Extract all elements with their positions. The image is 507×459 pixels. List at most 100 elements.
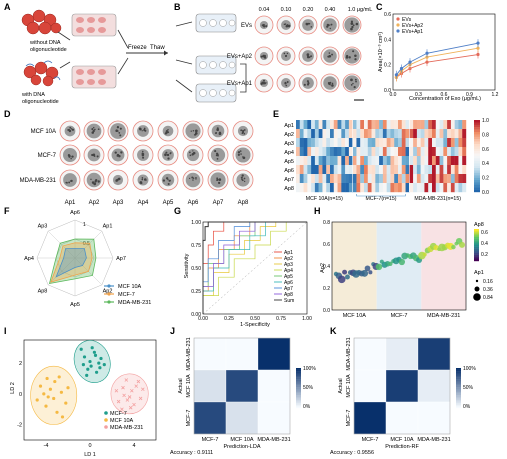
b-image-speck	[284, 23, 287, 25]
c-xtick: 0.9	[466, 92, 473, 98]
e-cell	[375, 165, 380, 175]
e-cell	[435, 174, 440, 184]
b-image-speck	[350, 22, 354, 25]
g-xtick: 1.00	[302, 316, 312, 322]
panel-letter-d: D	[4, 109, 11, 119]
i-point	[93, 353, 98, 357]
e-cell	[314, 174, 319, 184]
e-cell	[311, 183, 316, 193]
e-cell	[341, 129, 346, 139]
j-xtick: MCF-7	[202, 437, 219, 443]
d-col-label: Ap7	[213, 200, 224, 206]
d-image-spot	[235, 147, 251, 163]
g-ytick: 0.25	[191, 289, 201, 295]
e-cell	[348, 138, 353, 148]
j-colorbar-tick: 0%	[303, 404, 311, 410]
h-colorbar-segment	[474, 246, 479, 249]
b-image-speck	[285, 25, 288, 28]
e-cell	[398, 165, 402, 175]
d-col-label: Ap1	[65, 200, 76, 206]
f-series-area	[55, 248, 87, 278]
e-colorbar-segment	[474, 184, 480, 188]
e-cell	[394, 156, 399, 166]
b-image-speck	[331, 84, 334, 87]
h-group-band	[421, 222, 466, 310]
h-size-label: 0.16	[483, 279, 493, 285]
e-cell	[416, 129, 421, 139]
h-size-marker	[474, 286, 480, 292]
k-colorbar-segment	[456, 387, 461, 389]
i-point	[121, 385, 125, 390]
e-cell	[326, 174, 331, 184]
e-cell	[371, 147, 376, 157]
e-cell	[314, 120, 319, 130]
e-cell	[439, 138, 444, 148]
i-point	[53, 379, 57, 384]
e-colorbar-segment	[474, 180, 480, 183]
d-image-speck	[167, 131, 170, 134]
h-colorbar-segment	[474, 259, 479, 262]
e-cell	[401, 174, 406, 184]
e-cell	[405, 138, 410, 148]
b-image-speck	[306, 83, 310, 86]
b-image-speck	[310, 55, 313, 58]
e-cell	[416, 165, 421, 175]
k-colorbar-segment	[456, 384, 461, 386]
e-cell	[296, 147, 300, 157]
c-point	[425, 51, 429, 55]
panel-letter-k: K	[330, 326, 337, 336]
e-cell	[356, 138, 361, 148]
e-cell	[348, 147, 353, 157]
e-cell	[390, 129, 395, 139]
e-cell	[337, 147, 342, 157]
e-cell	[435, 156, 440, 166]
arrow-branches	[175, 21, 193, 93]
b-image-speck	[283, 23, 286, 26]
g-diagonal	[202, 221, 308, 315]
e-cell	[428, 174, 433, 184]
h-ytick: 0.8	[323, 220, 330, 226]
b-image-speck	[260, 82, 263, 86]
e-cell	[360, 165, 365, 175]
e-cell	[330, 129, 334, 139]
e-cell	[386, 129, 391, 139]
d-image-speck	[194, 134, 197, 136]
e-cell	[432, 183, 436, 193]
d-image-spot	[162, 125, 174, 137]
e-cell	[341, 174, 346, 184]
j-colorbar-segment	[296, 372, 301, 375]
e-cell	[307, 147, 312, 157]
e-row-label: Ap7	[284, 177, 294, 183]
e-cell	[398, 138, 402, 148]
d-image-speck	[239, 150, 242, 152]
k-colorbar-segment	[456, 396, 461, 399]
j-accuracy: Accuracy : 0.9111	[170, 450, 213, 456]
e-cell	[311, 165, 316, 175]
e-cell	[379, 156, 384, 166]
e-cell	[333, 120, 338, 130]
i-point	[102, 363, 106, 367]
f-axis-label: Ap2	[103, 289, 113, 295]
e-cell	[330, 165, 334, 175]
k-colorbar-segment	[456, 395, 461, 397]
e-colorbar-segment	[474, 160, 480, 164]
h-colorbar-segment	[474, 245, 479, 247]
e-cell	[458, 165, 463, 175]
e-cell	[382, 138, 387, 148]
e-cell	[296, 174, 300, 184]
j-xtick: MCF 10A	[230, 437, 254, 443]
k-colorbar-segment	[456, 403, 461, 405]
b-image-speck	[287, 24, 291, 28]
b-image-speck	[283, 52, 286, 55]
e-cell	[341, 156, 346, 166]
panel-letter-e: E	[273, 109, 279, 119]
e-cell	[296, 138, 300, 148]
e-cell	[348, 156, 353, 166]
e-cell	[413, 174, 418, 184]
k-colorbar-segment	[456, 371, 461, 373]
b-image-speck	[307, 82, 309, 84]
e-cell	[367, 120, 372, 130]
i-point	[66, 386, 70, 390]
b-image-speck	[350, 78, 353, 82]
d-image-speck	[69, 156, 71, 158]
